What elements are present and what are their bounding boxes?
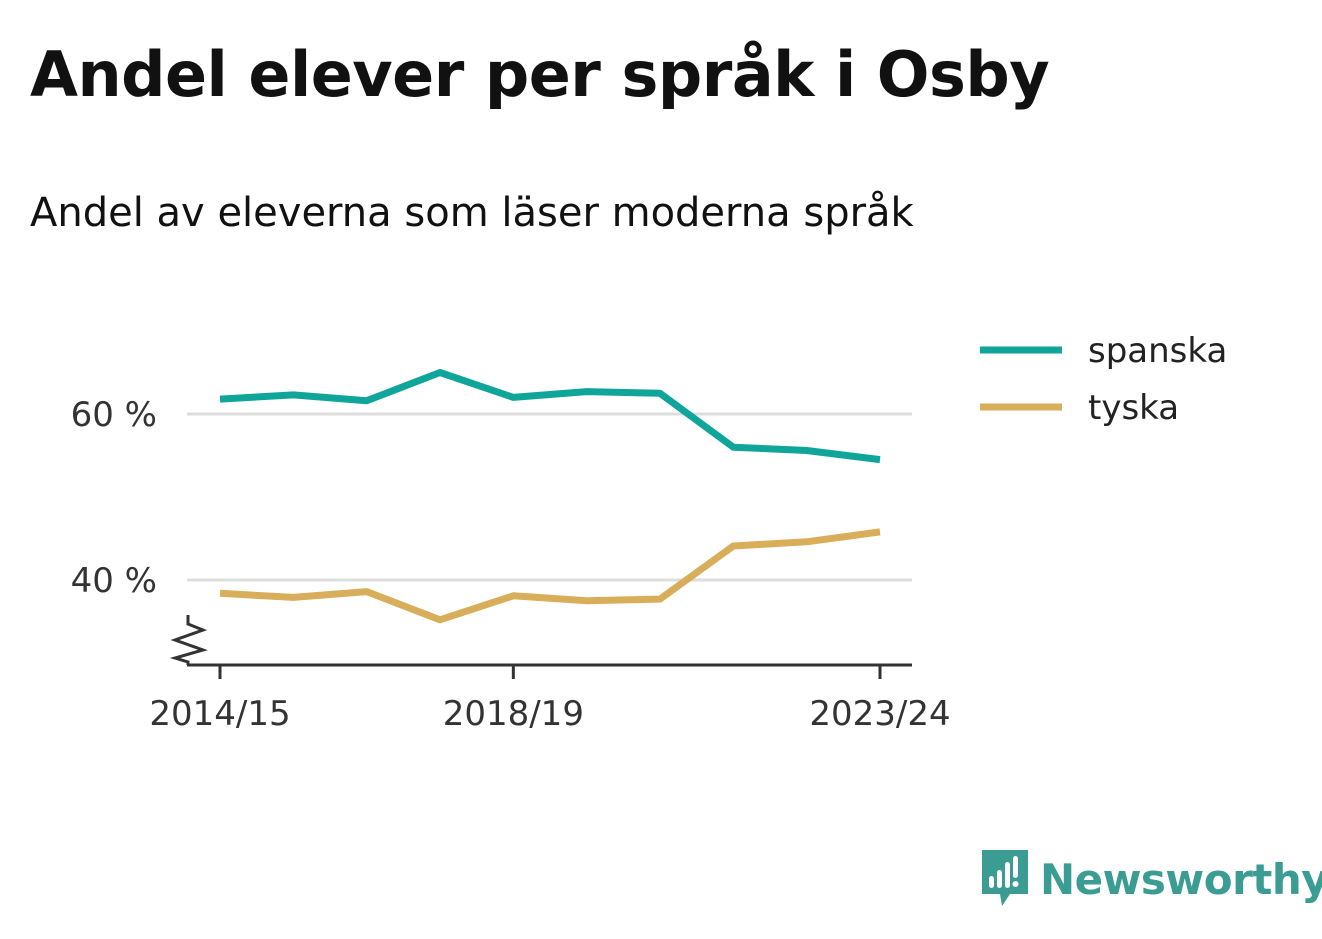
series-lines xyxy=(219,369,881,624)
newsworthy-logo: Newsworthy xyxy=(980,848,1322,910)
chart-title: Andel elever per språk i Osby xyxy=(30,38,1050,111)
y-tick-label: 60 % xyxy=(71,395,157,435)
y-axis-break xyxy=(169,615,208,665)
chart-subtitle: Andel av eleverna som läser moderna språ… xyxy=(30,190,914,236)
newsworthy-logo-icon xyxy=(982,850,1028,906)
x-tick-label: 2014/15 xyxy=(149,694,290,734)
legend-label-tyska: tyska xyxy=(1088,388,1179,428)
y-tick-label: 40 % xyxy=(71,561,157,601)
logo-text: Newsworthy xyxy=(1040,854,1322,904)
series-line-tyska xyxy=(219,528,881,624)
grid-lines xyxy=(187,412,912,582)
x-tick-label: 2018/19 xyxy=(443,694,584,734)
x-tick-label: 2023/24 xyxy=(809,694,950,734)
legend: spanska tyska xyxy=(980,331,1227,428)
series-line-spanska xyxy=(219,369,881,464)
legend-label-spanska: spanska xyxy=(1088,331,1227,371)
axes: 40 % 60 % 2014/15 2018/19 2023/24 xyxy=(71,395,951,734)
